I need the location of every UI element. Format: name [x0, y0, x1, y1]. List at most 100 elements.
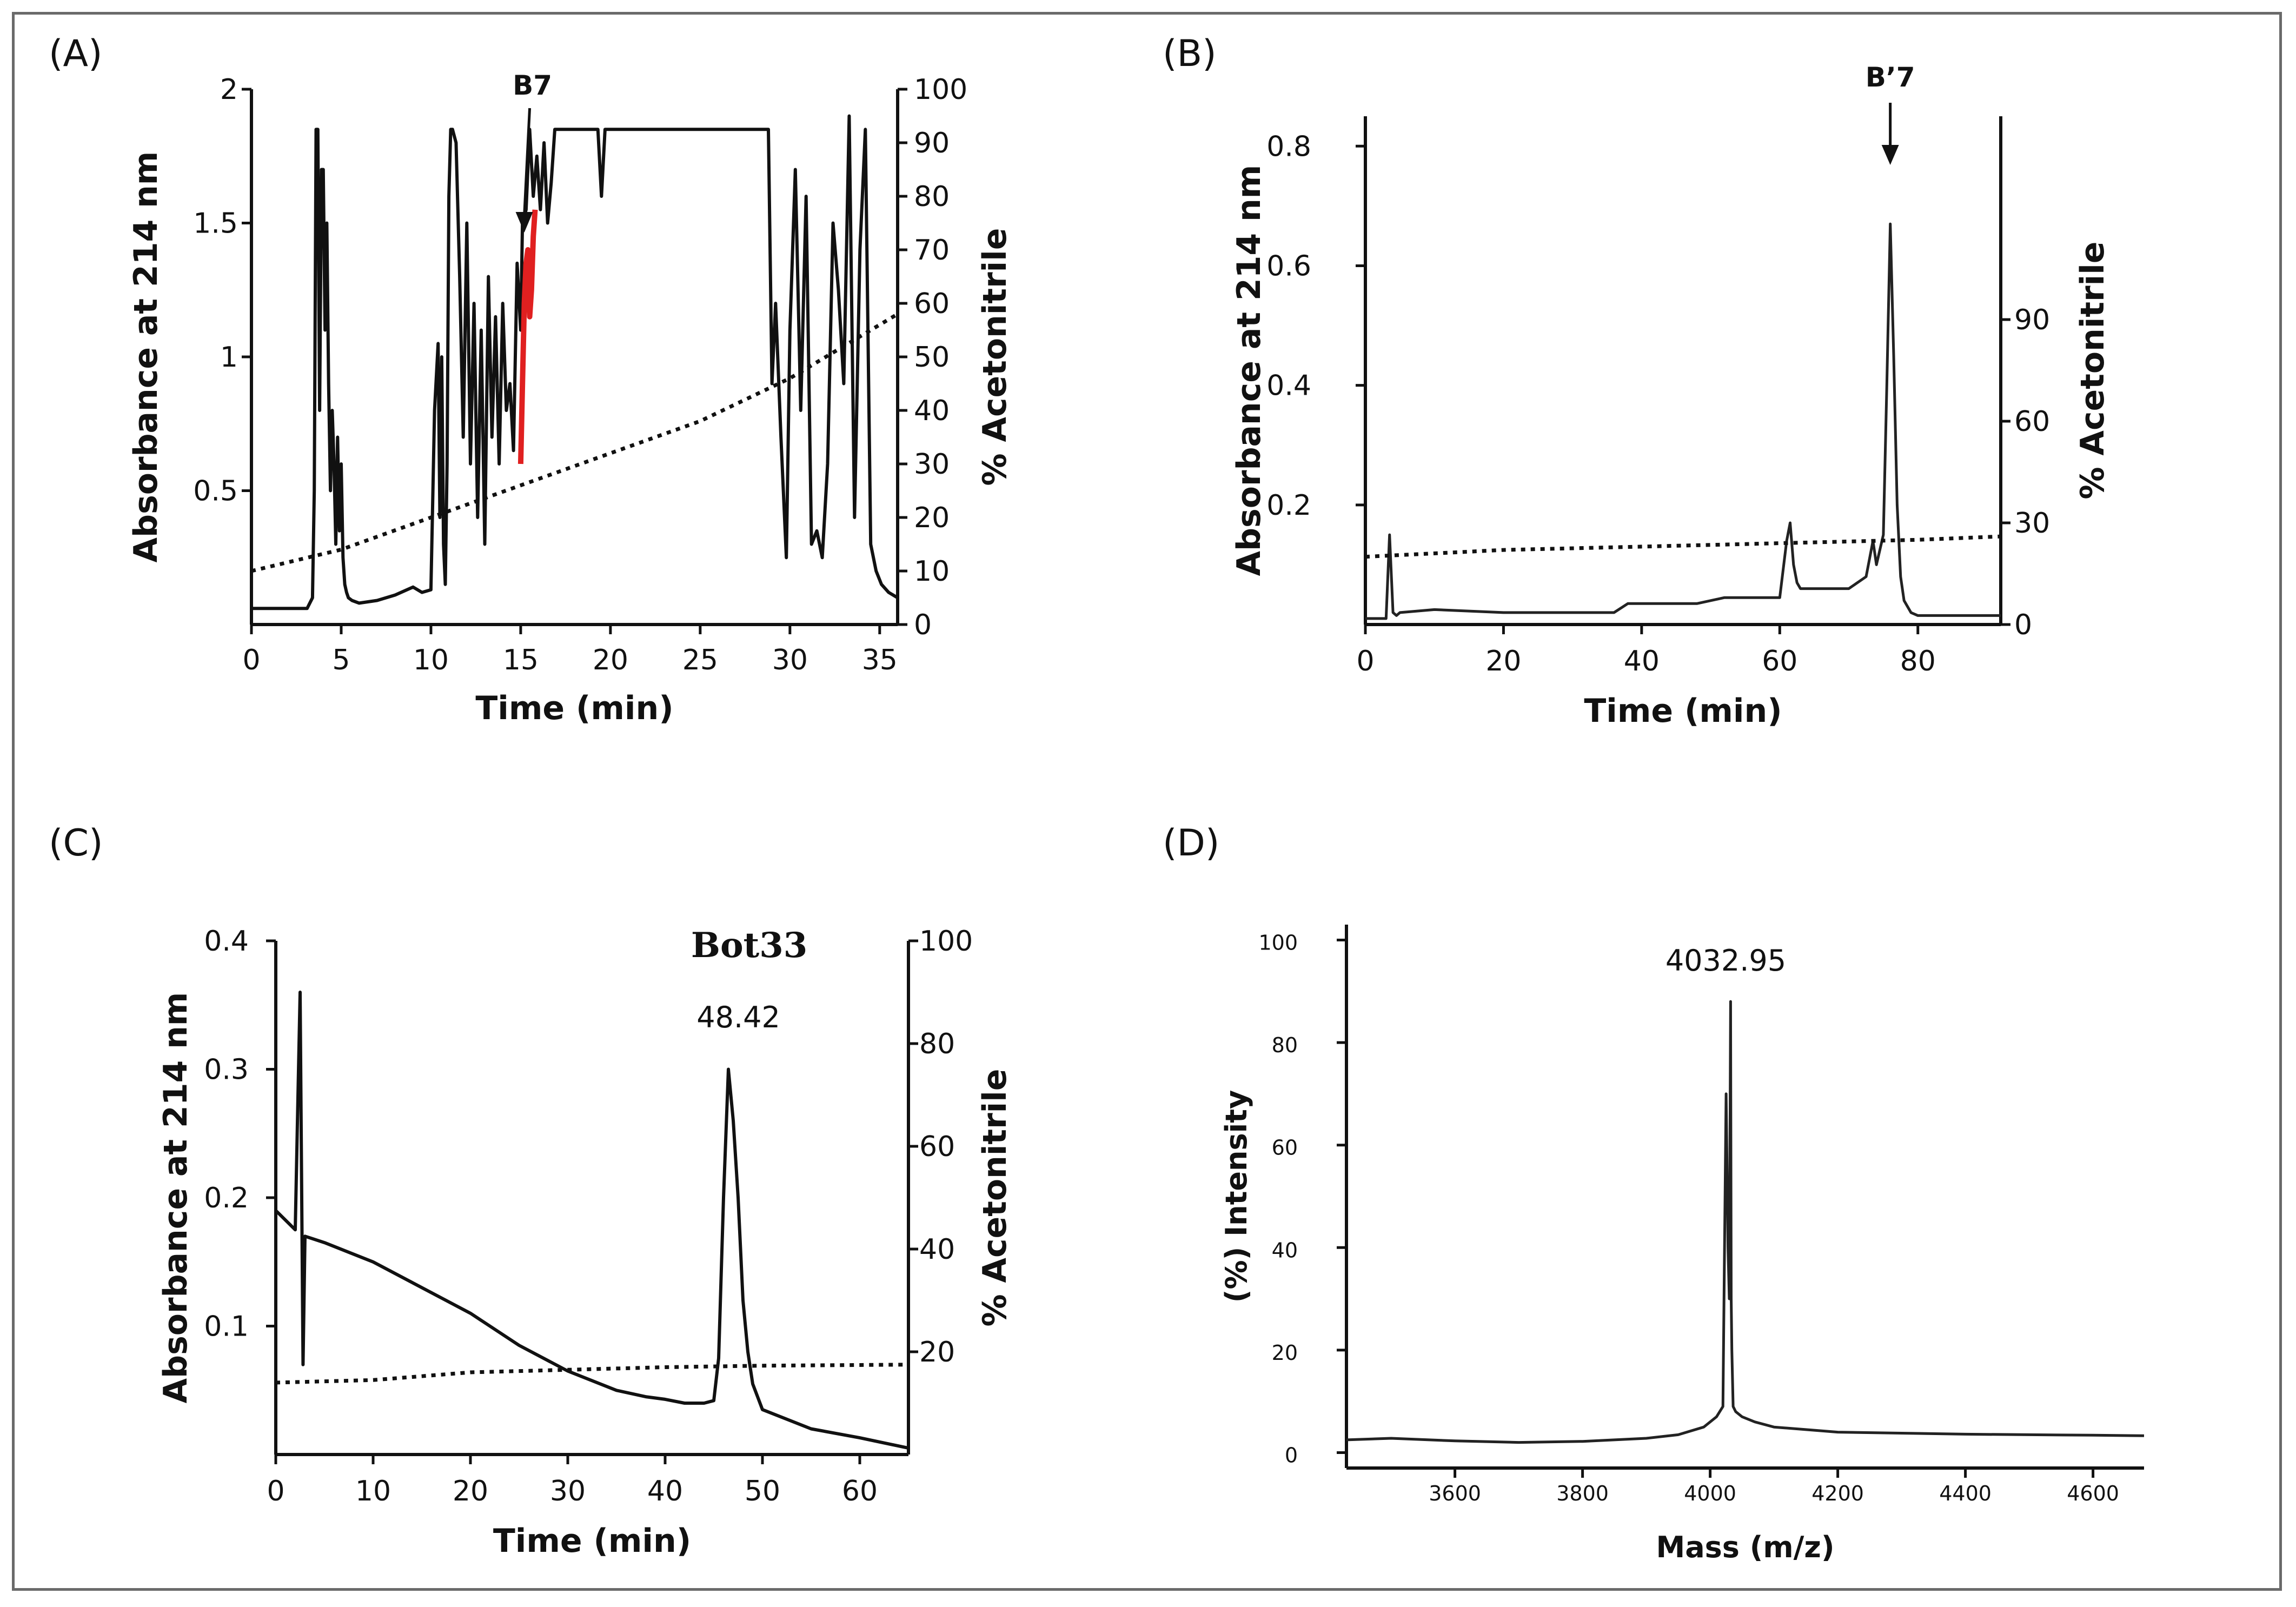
y2-tick-label: 0 [2014, 609, 2032, 641]
y-tick-label: 0.4 [1266, 370, 1311, 402]
x-tick-label: 20 [1485, 645, 1521, 678]
peak-mass-label: 4032.95 [1665, 944, 1786, 978]
x-tick-label: 4000 [1684, 1482, 1736, 1505]
absorbance-trace [251, 114, 899, 610]
peak-annotation-b7: B7 [513, 70, 552, 101]
y2-tick-label: 0 [914, 609, 932, 641]
absorbance-trace [274, 991, 909, 1450]
panel-label-b: (B) [1163, 32, 1217, 75]
y2-tick-label: 10 [914, 555, 950, 588]
x-axis-title: Time (min) [1584, 692, 1782, 730]
panel-label-a: (A) [49, 32, 103, 75]
acetonitrile-gradient-line [275, 1363, 909, 1385]
peak-retention-time-label: 48.42 [696, 1000, 780, 1034]
chart-c: 0 10 20 30 40 50 60 0.1 0.2 0.3 0.4 20 40 60 80 100 Time… [157, 925, 1014, 1560]
x-tick-label: 10 [355, 1475, 391, 1508]
x-axis-title: Time (min) [493, 1522, 691, 1560]
y2-tick-label: 20 [914, 502, 950, 534]
b7-fraction-trace [517, 209, 538, 464]
y2-tick-label: 80 [919, 1028, 955, 1060]
x-tick-label: 3600 [1429, 1482, 1481, 1505]
y-tick-label: 0.2 [1266, 489, 1311, 522]
x-tick-label: 4600 [2067, 1482, 2119, 1505]
y2-tick-label: 70 [914, 234, 950, 267]
x-tick-label: 4200 [1811, 1482, 1864, 1505]
y-tick-label: 0.1 [204, 1311, 249, 1343]
chart-d: 3600 3800 4000 4200 4400 4600 0 20 40 60 80 100 Mass… [1219, 925, 2145, 1564]
x-tick-label: 20 [593, 644, 628, 676]
x-tick-label: 80 [1900, 645, 1936, 678]
y2-tick-label: 60 [2014, 406, 2050, 438]
x-tick-label: 3800 [1556, 1482, 1609, 1505]
x-tick-label: 40 [647, 1475, 683, 1508]
y2-axis-title: % Acetonitrile [976, 1069, 1014, 1327]
y2-tick-label: 90 [2014, 304, 2050, 336]
mass-spectrum-trace [1346, 1000, 2145, 1444]
y2-tick-label: 30 [914, 448, 950, 481]
x-tick-label: 40 [1624, 645, 1660, 678]
y-tick-label: 60 [1272, 1136, 1298, 1160]
y2-tick-label: 100 [919, 925, 973, 958]
y2-tick-label: 60 [914, 288, 950, 320]
y-tick-label: 1.5 [193, 208, 238, 240]
x-tick-label: 5 [332, 644, 350, 676]
y-tick-label: 40 [1272, 1238, 1298, 1262]
y-tick-label: 0 [1285, 1444, 1298, 1467]
y2-tick-label: 40 [919, 1233, 955, 1266]
y2-tick-label: 100 [914, 74, 967, 106]
y-tick-label: 2 [220, 74, 238, 106]
panel-label-c: (C) [49, 822, 103, 865]
x-tick-label: 20 [453, 1475, 488, 1508]
x-tick-label: 35 [862, 644, 898, 676]
x-tick-label: 10 [413, 644, 449, 676]
x-tick-label: 50 [745, 1475, 780, 1508]
y-axis-title: Absorbance at 214 nm [1230, 165, 1268, 576]
y2-tick-label: 40 [914, 395, 950, 427]
panel-label-d: (D) [1163, 822, 1219, 865]
y-tick-label: 0.4 [204, 925, 249, 958]
arrowhead-b7 [515, 212, 533, 233]
peak-annotation-b-prime-7: B’7 [1866, 62, 1915, 93]
x-tick-label: 60 [1762, 645, 1797, 678]
chart-b: 0 20 40 60 80 0.2 0.4 0.6 0.8 0 30 60 90 Time (min) Ab… [1230, 62, 2112, 730]
y-tick-label: 0.6 [1266, 250, 1311, 282]
x-tick-label: 60 [842, 1475, 878, 1508]
y-axis-title: Absorbance at 214 nm [157, 992, 195, 1404]
peak-annotation-bot33: Bot33 [691, 925, 807, 966]
y-tick-label: 100 [1258, 931, 1298, 954]
x-axis-title: Mass (m/z) [1656, 1530, 1834, 1564]
y2-axis-title: % Acetonitrile [976, 228, 1014, 486]
y2-tick-label: 50 [914, 341, 950, 374]
y-axis-title: Absorbance at 214 nm [127, 151, 165, 563]
y-tick-label: 80 [1272, 1033, 1298, 1057]
x-tick-label: 25 [682, 644, 718, 676]
acetonitrile-gradient-line [1365, 534, 2001, 559]
y2-tick-label: 20 [919, 1336, 955, 1369]
y-tick-label: 20 [1272, 1341, 1298, 1365]
y2-tick-label: 30 [2014, 507, 2050, 540]
y-tick-label: 0.2 [204, 1182, 249, 1214]
y-tick-label: 0.8 [1266, 130, 1311, 163]
x-tick-label: 0 [242, 644, 260, 676]
y2-tick-label: 80 [914, 181, 950, 213]
y2-axis-title: % Acetonitrile [2074, 242, 2112, 500]
y-tick-label: 0.3 [204, 1054, 249, 1086]
y2-tick-label: 90 [914, 127, 950, 160]
y-axis-title: (%) Intensity [1219, 1090, 1253, 1303]
x-tick-label: 0 [1356, 645, 1374, 678]
chart-a: 0 5 10 15 20 25 30 350.511.52010203040506070809… [127, 70, 1014, 727]
peak-arrow-b7 [523, 108, 532, 217]
acetonitrile-gradient-line [251, 312, 899, 573]
y2-tick-label: 60 [919, 1131, 955, 1163]
x-axis-title: Time (min) [475, 689, 673, 727]
x-tick-label: 30 [550, 1475, 586, 1508]
x-tick-label: 0 [267, 1475, 284, 1508]
y-tick-label: 1 [220, 341, 238, 374]
x-tick-label: 4400 [1939, 1482, 1992, 1505]
y-tick-label: 0.5 [193, 475, 238, 508]
arrowhead-b-prime-7 [1881, 145, 1899, 165]
x-tick-label: 15 [503, 644, 539, 676]
x-tick-label: 30 [772, 644, 808, 676]
absorbance-trace [1365, 222, 2001, 620]
